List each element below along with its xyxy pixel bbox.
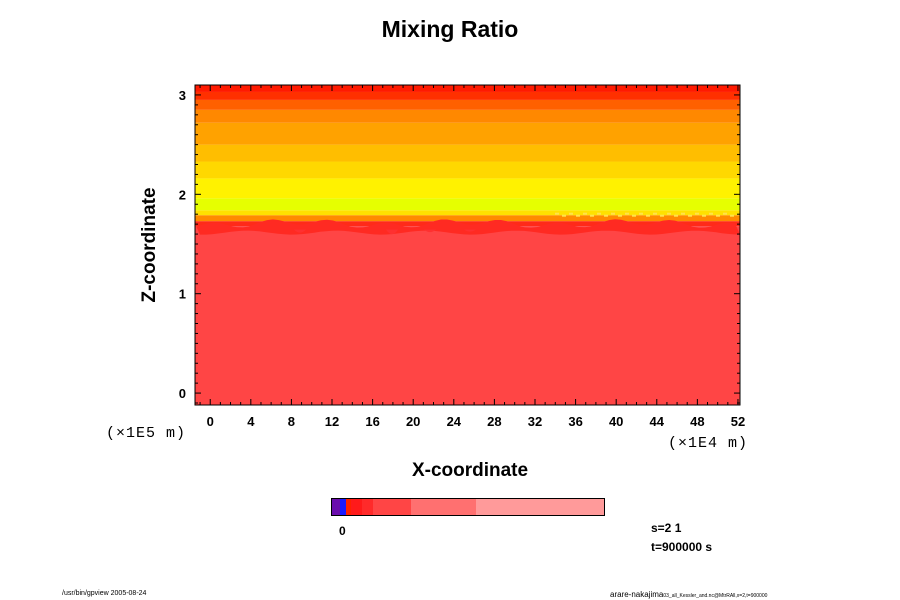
colorbar-label: 0 (339, 524, 346, 538)
colorbar-segment-6 (410, 499, 477, 515)
y-axis: 0 1 2 3 (179, 88, 740, 404)
contour-band-5 (195, 178, 740, 199)
y-tick-label-1: 1 (179, 287, 186, 302)
y-tick-label-0: 0 (179, 386, 186, 401)
colorbar-segment-0 (332, 499, 341, 515)
x-tick-label-28: 28 (487, 414, 501, 429)
boundary-speckle-3 (576, 214, 580, 217)
chart-title: Mixing Ratio (381, 16, 519, 42)
boundary-speckle-0 (555, 212, 559, 215)
boundary-speckle-13 (646, 214, 650, 217)
contour-band-4 (195, 198, 740, 211)
contour-band-8 (195, 122, 740, 145)
x-tick-label-16: 16 (365, 414, 379, 429)
contour-band-1 (195, 221, 740, 227)
footer-command: /usr/bin/gpview 2005-08-24 (62, 590, 147, 597)
boundary-dip-0 (294, 229, 306, 233)
colorbar-segment-2 (345, 499, 352, 515)
boundary-speckle-4 (583, 212, 587, 215)
boundary-speckle-15 (660, 214, 664, 217)
x-tick-label-52: 52 (731, 414, 745, 429)
info-t: t=900000 s (651, 540, 713, 554)
boundary-speckle-1 (562, 214, 566, 217)
boundary-speckle-10 (625, 212, 629, 215)
x-tick-label-44: 44 (650, 414, 665, 429)
x-tick-label-36: 36 (568, 414, 582, 429)
contour-band-0 (195, 226, 740, 405)
colorbar-segment-3 (351, 499, 362, 515)
x-axis: 0 4 8 12 16 20 24 28 32 36 40 44 48 52 (199, 85, 745, 429)
boundary-layer (195, 212, 740, 235)
x-tick-label-24: 24 (447, 414, 462, 429)
y-unit-label: (×1E5 m) (106, 425, 187, 442)
y-axis-label: Z-coordinate (139, 187, 160, 303)
boundary-speckle-25 (730, 214, 734, 217)
y-tick-label-3: 3 (179, 88, 186, 103)
contour-band-6 (195, 161, 740, 179)
boundary-speckle-8 (611, 212, 615, 215)
footer-source: arare-nakajima03_all_Kessler_and.nc@MtrR… (610, 590, 767, 599)
x-axis-label: X-coordinate (411, 460, 529, 481)
boundary-dip-3 (464, 229, 476, 232)
boundary-speckle-20 (695, 212, 699, 215)
contour-band-9 (195, 109, 740, 123)
boundary-dip-2 (424, 229, 436, 233)
boundary-speckle-19 (688, 214, 692, 217)
boundary-speckle-16 (667, 212, 671, 215)
boundary-speckle-18 (681, 212, 685, 215)
boundary-speckle-24 (723, 212, 727, 215)
contour-band-3 (195, 210, 740, 216)
colorbar-segment-1 (340, 499, 346, 515)
contour-band-10 (195, 99, 740, 110)
boundary-speckle-14 (653, 212, 657, 215)
boundary-speckle-7 (604, 214, 608, 217)
y-tick-label-2: 2 (179, 187, 186, 202)
contour-band-7 (195, 144, 740, 162)
contour-band-12 (195, 85, 740, 92)
x-tick-label-20: 20 (406, 414, 420, 429)
boundary-red-layer (195, 219, 740, 235)
plot-frame (194, 84, 741, 406)
contour-band-2 (195, 215, 740, 222)
boundary-speckle-22 (709, 212, 713, 215)
boundary-speckle-12 (639, 212, 643, 215)
info-s: s=2 1 (651, 521, 682, 535)
colorbar-segment-5 (372, 499, 411, 515)
x-tick-label-40: 40 (609, 414, 623, 429)
x-tick-label-4: 4 (247, 414, 255, 429)
footer-file: 03_all_Kessler_and.nc@MtrRAll,x=2,t=9000… (663, 593, 768, 599)
boundary-speckle-6 (597, 212, 601, 215)
footer-author: arare-nakajima (610, 590, 664, 599)
x-unit-label: (×1E4 m) (668, 435, 749, 452)
x-tick-label-0: 0 (207, 414, 214, 429)
colorbar-segment-7 (476, 499, 604, 515)
contour-band-11 (195, 91, 740, 100)
boundary-speckle-23 (716, 214, 720, 217)
boundary-speckle-2 (569, 212, 573, 215)
x-tick-label-12: 12 (325, 414, 339, 429)
boundary-speckle-21 (702, 214, 706, 217)
boundary-speckle-11 (632, 214, 636, 217)
x-tick-label-8: 8 (288, 414, 295, 429)
contour-bands (195, 85, 740, 405)
boundary-speckle-5 (590, 214, 594, 217)
boundary-speckle-9 (618, 214, 622, 217)
boundary-dip-1 (386, 229, 398, 235)
x-tick-label-32: 32 (528, 414, 542, 429)
colorbar (331, 498, 605, 516)
x-tick-label-48: 48 (690, 414, 704, 429)
boundary-speckle-17 (674, 214, 678, 217)
colorbar-segment-4 (361, 499, 373, 515)
